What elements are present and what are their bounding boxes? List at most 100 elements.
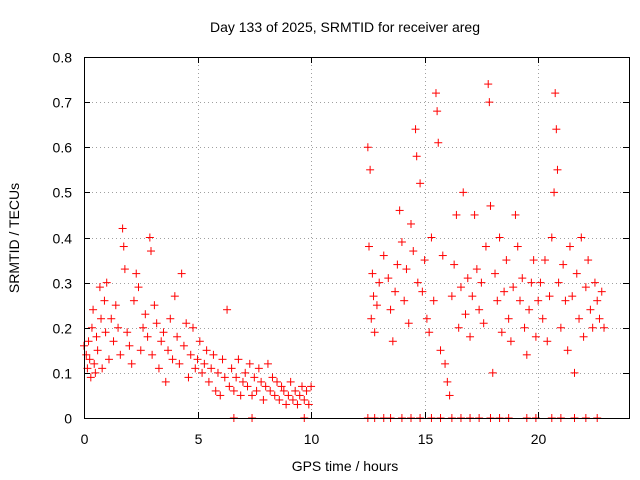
data-point <box>134 283 143 292</box>
data-point <box>586 305 595 314</box>
y-tick-label: 0.7 <box>53 95 73 111</box>
data-point <box>472 265 481 274</box>
data-point <box>229 386 238 395</box>
data-point <box>538 314 547 323</box>
data-point <box>386 305 395 314</box>
data-point <box>152 319 161 328</box>
y-tick-label: 0 <box>64 411 72 427</box>
y-tick-label: 0.3 <box>53 276 73 292</box>
data-point <box>372 301 381 310</box>
ticks-layer <box>84 57 629 419</box>
data-point <box>407 219 415 228</box>
data-point <box>531 332 540 341</box>
data-point <box>443 377 452 386</box>
data-point <box>563 346 572 355</box>
data-point <box>223 305 232 314</box>
data-point <box>525 305 534 314</box>
data-point <box>291 386 300 395</box>
y-tick-label: 0.2 <box>53 321 73 337</box>
data-point <box>200 359 209 368</box>
data-point <box>207 364 216 373</box>
data-point <box>477 278 486 287</box>
data-point <box>369 292 378 301</box>
data-point <box>429 296 438 305</box>
data-point <box>388 337 397 346</box>
data-point <box>513 242 522 251</box>
data-point <box>93 346 102 355</box>
data-point <box>154 364 163 373</box>
data-point <box>461 310 470 319</box>
data-point <box>120 265 129 274</box>
data-point <box>379 251 388 260</box>
data-point <box>441 359 450 368</box>
data-point <box>109 337 118 346</box>
data-point <box>400 296 409 305</box>
data-point <box>95 283 104 292</box>
data-point <box>409 247 418 256</box>
data-point <box>413 278 422 287</box>
data-point <box>534 296 543 305</box>
data-point <box>157 337 166 346</box>
data-point <box>450 260 459 269</box>
data-point <box>418 287 427 296</box>
data-point <box>141 310 150 319</box>
data-point <box>504 314 513 323</box>
data-point <box>245 359 254 368</box>
y-tick-label: 0.5 <box>53 185 73 201</box>
data-point <box>85 355 94 364</box>
data-point <box>463 274 472 283</box>
data-point <box>82 350 91 359</box>
y-tick-label: 0.6 <box>53 140 73 156</box>
data-point <box>438 251 447 260</box>
data-point <box>572 269 581 278</box>
y-axis-label: SRMTID / TECUs <box>6 183 22 293</box>
data-point <box>393 260 402 269</box>
data-point <box>506 337 515 346</box>
data-point <box>261 382 270 391</box>
data-point <box>92 332 101 341</box>
data-point <box>86 373 95 382</box>
data-point <box>282 400 291 409</box>
data-point <box>161 377 170 386</box>
data-point <box>250 373 259 382</box>
data-point <box>527 278 536 287</box>
data-point <box>575 314 584 323</box>
data-point <box>90 359 99 368</box>
data-point <box>447 292 456 301</box>
data-point <box>184 373 193 382</box>
data-point <box>236 391 245 400</box>
x-tick-label: 15 <box>418 431 434 447</box>
data-point <box>561 296 570 305</box>
data-point <box>397 238 406 247</box>
data-point <box>553 165 562 174</box>
data-point <box>220 373 229 382</box>
y-tick-label: 0.8 <box>53 50 73 66</box>
data-point <box>588 323 597 332</box>
data-point <box>511 210 520 219</box>
data-point <box>118 224 127 233</box>
data-point <box>516 296 524 305</box>
data-point <box>485 98 494 107</box>
y-tick-label: 0.4 <box>53 231 73 247</box>
data-point <box>556 323 565 332</box>
data-point <box>145 233 154 242</box>
data-point <box>500 287 509 296</box>
data-point <box>114 323 123 332</box>
data-point <box>243 382 252 391</box>
data-point <box>173 332 182 341</box>
data-point <box>427 233 436 242</box>
data-point <box>209 350 218 359</box>
data-point <box>101 328 110 337</box>
data-point <box>166 314 175 323</box>
data-point <box>502 256 511 265</box>
data-point <box>102 278 111 287</box>
data-point <box>600 323 609 332</box>
data-point <box>268 373 277 382</box>
data-point <box>293 400 302 409</box>
data-point <box>198 368 207 377</box>
data-point <box>164 346 173 355</box>
data-point <box>304 400 313 409</box>
x-tick-label: 20 <box>531 431 547 447</box>
data-point <box>170 292 179 301</box>
data-point <box>227 364 236 373</box>
